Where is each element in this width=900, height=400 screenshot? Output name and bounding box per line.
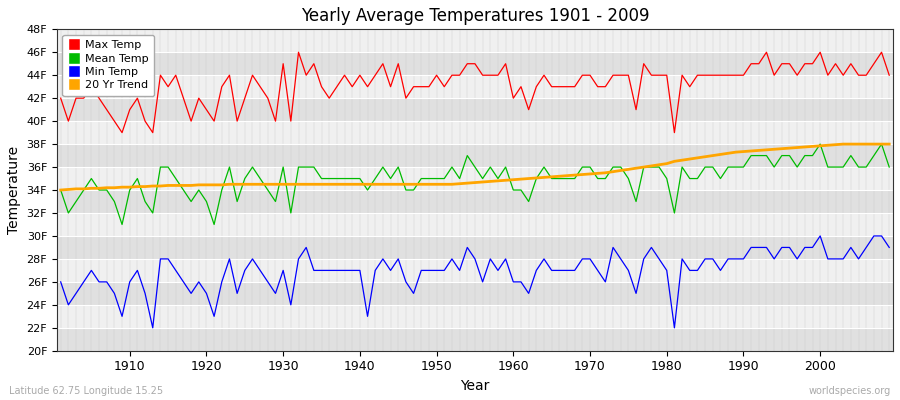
Text: worldspecies.org: worldspecies.org [809, 386, 891, 396]
Bar [57, 282, 893, 305]
Bar [57, 236, 893, 259]
Bar [57, 190, 893, 213]
Bar [57, 75, 893, 98]
Bar [57, 328, 893, 351]
Bar [57, 144, 893, 167]
Bar [57, 29, 893, 52]
Bar [57, 121, 893, 144]
Bar [57, 305, 893, 328]
Title: Yearly Average Temperatures 1901 - 2009: Yearly Average Temperatures 1901 - 2009 [301, 7, 649, 25]
Y-axis label: Temperature: Temperature [7, 146, 21, 234]
Bar [57, 167, 893, 190]
Text: Latitude 62.75 Longitude 15.25: Latitude 62.75 Longitude 15.25 [9, 386, 163, 396]
X-axis label: Year: Year [460, 379, 490, 393]
Bar [57, 52, 893, 75]
Bar [57, 259, 893, 282]
Legend: Max Temp, Mean Temp, Min Temp, 20 Yr Trend: Max Temp, Mean Temp, Min Temp, 20 Yr Tre… [62, 35, 154, 96]
Bar [57, 98, 893, 121]
Bar [57, 213, 893, 236]
